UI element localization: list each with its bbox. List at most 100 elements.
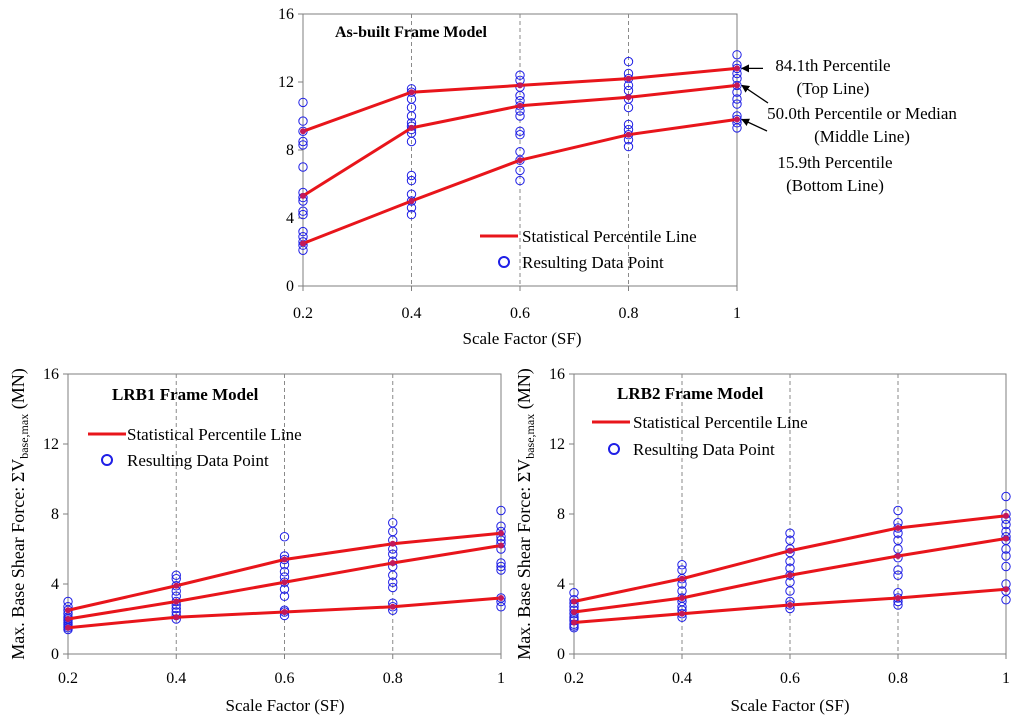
percentile-point — [65, 624, 71, 631]
legend: Statistical Percentile Line Resulting Dat… — [88, 425, 302, 470]
y-axis-label-unit: (MN) — [8, 368, 29, 414]
percentile-point — [300, 240, 306, 247]
percentile-point — [1003, 586, 1009, 593]
data-point — [515, 90, 525, 101]
data-point — [1001, 551, 1011, 561]
annotation-line2: (Top Line) — [797, 79, 870, 98]
percentile-point — [787, 547, 793, 554]
percentile-point — [679, 610, 685, 617]
x-tick-label: 0.8 — [888, 670, 908, 687]
y-tick-label: 8 — [286, 142, 294, 159]
annotation-arrow — [741, 84, 769, 104]
data-point — [623, 102, 634, 113]
annotation-line2: (Bottom Line) — [786, 176, 884, 195]
data-point — [1001, 595, 1011, 605]
percentile-point — [408, 89, 415, 96]
percentile-point — [173, 582, 180, 589]
y-tick-label: 16 — [549, 366, 565, 383]
data-point — [677, 560, 687, 570]
data-point — [732, 50, 742, 60]
percentile-point — [625, 75, 632, 82]
percentile-point — [734, 65, 740, 72]
percentile-point — [281, 579, 288, 586]
data-point — [298, 226, 308, 237]
percentile-point — [173, 614, 180, 621]
percentile-point — [517, 102, 523, 109]
percentile-point — [787, 572, 793, 579]
annotation-middle: 50.0th Percentile or Median (Middle Line) — [741, 84, 957, 146]
chart-2: 0 4 8 12 16 0.2 0.4 0.6 0.8 1 Scale Factor (SF) LRB… — [8, 366, 506, 715]
data-point — [515, 130, 525, 140]
legend-marker-label: Resulting Data Point — [633, 440, 775, 459]
x-axis-label: Scale Factor (SF) — [463, 329, 582, 348]
y-axis-label-sub: base,max — [17, 414, 31, 459]
x-tick-label: 0.2 — [293, 305, 313, 322]
legend-line-label: Statistical Percentile Line — [633, 413, 808, 432]
percentile-point — [389, 603, 396, 610]
chart-title: As-built Frame Model — [335, 24, 488, 41]
y-axis-label-main: Max. Base Shear Force: ΣV — [8, 459, 28, 660]
percentile-point — [281, 556, 288, 563]
data-point — [1001, 491, 1011, 502]
y-tick-label: 4 — [557, 576, 565, 593]
percentile-point — [734, 82, 740, 89]
legend-line-label: Statistical Percentile Line — [127, 425, 302, 444]
x-tick-label: 0.6 — [275, 670, 295, 687]
data-point — [388, 577, 398, 587]
data-point — [1001, 561, 1011, 572]
y-axis-label-unit: (MN) — [514, 368, 535, 414]
y-tick-label: 16 — [43, 366, 59, 383]
data-point — [496, 558, 506, 568]
x-axis-label: Scale Factor (SF) — [731, 696, 850, 715]
percentile-point — [571, 609, 577, 615]
data-point — [623, 141, 634, 152]
x-tick-label: 0.4 — [166, 670, 186, 687]
percentile-point — [734, 116, 740, 123]
data-point — [388, 582, 398, 593]
annotation-line1: 15.9th Percentile — [777, 153, 892, 172]
data-point — [298, 136, 308, 147]
y-axis-label-main: Max. Base Shear Force: ΣV — [514, 459, 534, 660]
percentile-point — [300, 128, 306, 135]
data-point — [298, 97, 308, 108]
percentile-point — [389, 540, 396, 547]
y-axis-label-sub: base,max — [523, 414, 537, 459]
percentile-point — [895, 525, 901, 531]
data-point — [893, 505, 903, 516]
data-point — [785, 556, 795, 566]
percentile-point — [679, 575, 685, 582]
percentile-point — [65, 607, 71, 614]
data-point — [785, 586, 795, 596]
legend: Statistical Percentile Line Resulting Dat… — [480, 227, 697, 272]
legend-line-label: Statistical Percentile Line — [522, 227, 697, 246]
percentile-point — [625, 131, 632, 138]
percentile-point — [498, 595, 504, 601]
y-axis-label: Max. Base Shear Force: ΣVbase,max (MN) — [8, 368, 31, 659]
data-point — [406, 175, 417, 186]
percentile-point — [498, 530, 504, 537]
data-point — [406, 111, 417, 121]
y-tick-label: 0 — [557, 646, 565, 663]
data-point — [515, 111, 525, 121]
percentile-point — [625, 94, 632, 101]
data-point — [388, 549, 398, 559]
y-tick-label: 4 — [286, 210, 294, 227]
x-tick-label: 0.6 — [780, 670, 800, 687]
x-tick-label: 1 — [1002, 670, 1010, 687]
y-axis-label: Max. Base Shear Force: ΣVbase,max (MN) — [514, 368, 537, 659]
percentile-point — [517, 157, 523, 164]
data-point — [893, 570, 903, 580]
data-point — [732, 94, 742, 104]
data-point — [623, 56, 634, 67]
data-point — [515, 175, 525, 186]
legend-marker-label: Resulting Data Point — [127, 451, 269, 470]
data-point — [298, 116, 308, 126]
data-point — [515, 126, 525, 137]
data-point — [515, 165, 525, 176]
data-point — [732, 123, 742, 133]
percentile-point — [787, 602, 793, 608]
x-tick-label: 1 — [497, 670, 505, 687]
percentile-point — [408, 198, 415, 204]
data-point — [406, 170, 417, 181]
percentile-point — [65, 616, 71, 622]
